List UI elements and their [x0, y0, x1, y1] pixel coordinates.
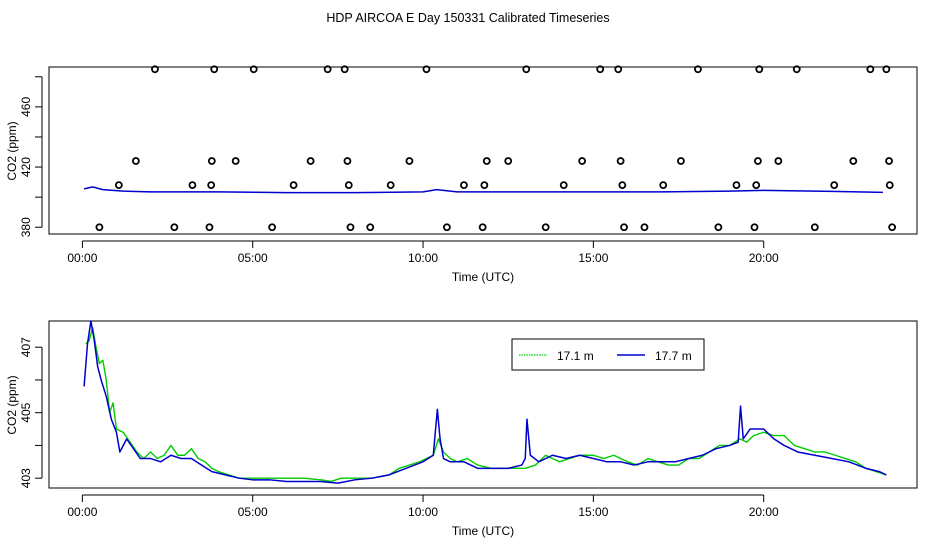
top-y-tick-label: 460	[19, 97, 33, 117]
top-point	[346, 223, 355, 232]
bottom-y-tick-label: 407	[19, 337, 33, 357]
top-point	[522, 65, 531, 74]
top-point	[422, 65, 431, 74]
top-point	[596, 65, 605, 74]
bottom-x-tick-label: 05:00	[238, 505, 268, 519]
top-point	[830, 181, 839, 190]
top-point	[131, 157, 140, 165]
top-point	[188, 181, 197, 190]
top-point	[323, 65, 332, 74]
top-x-tick-label: 20:00	[749, 251, 779, 265]
bottom-y-label: CO2 (ppm)	[5, 375, 19, 434]
top-point	[618, 181, 627, 190]
top-point	[460, 181, 468, 190]
top-point	[366, 223, 375, 232]
top-point	[205, 223, 214, 232]
top-x-tick-label: 05:00	[238, 251, 268, 265]
bottom-x-label: Time (UTC)	[452, 524, 514, 538]
bottom-series-line-17-7	[83, 320, 887, 484]
top-points	[95, 65, 897, 232]
top-point	[677, 157, 685, 165]
top-point	[249, 65, 258, 74]
top-point	[750, 223, 759, 232]
top-point	[482, 157, 491, 165]
legend-label-17-7: 17.7 m	[655, 349, 692, 363]
bottom-y-tick-label: 405	[19, 402, 33, 422]
top-point	[480, 181, 489, 190]
top-point	[151, 65, 159, 74]
top-point	[714, 223, 723, 232]
top-x-tick-label: 00:00	[67, 251, 97, 265]
top-point	[207, 157, 216, 165]
top-point	[882, 65, 891, 74]
top-panel: 00:00 05:00 10:00 15:00 20:00 380 420 460 Time…	[5, 65, 918, 284]
bottom-panel: 00:00 05:00 10:00 15:00 20:00 403 405 407 Time…	[5, 320, 918, 538]
top-series-line	[83, 186, 883, 194]
top-point	[885, 181, 894, 190]
legend-label-17-1: 17.1 m	[557, 349, 594, 363]
top-x-axis: 00:00 05:00 10:00 15:00 20:00	[67, 240, 779, 265]
bottom-x-tick-label: 15:00	[578, 505, 608, 519]
top-point	[442, 223, 451, 232]
top-point	[640, 223, 649, 232]
top-point	[810, 223, 819, 232]
top-point	[478, 223, 487, 232]
top-point	[289, 181, 298, 190]
top-y-label: CO2 (ppm)	[5, 121, 19, 180]
top-plot-frame	[48, 66, 918, 235]
legend: 17.1 m 17.7 m	[511, 338, 705, 371]
top-x-tick-label: 15:00	[578, 251, 608, 265]
top-point	[405, 157, 414, 165]
top-point	[504, 157, 513, 165]
top-point	[888, 223, 897, 232]
bottom-x-axis: 00:00 05:00 10:00 15:00 20:00	[67, 494, 779, 519]
top-x-label: Time (UTC)	[452, 270, 514, 284]
top-point	[306, 157, 315, 165]
top-point	[340, 65, 349, 74]
top-point	[614, 65, 623, 74]
top-point	[268, 223, 277, 232]
top-point	[578, 157, 587, 165]
top-point	[95, 223, 104, 232]
bottom-series-line-17-1	[85, 326, 887, 483]
top-point	[755, 65, 764, 74]
top-point	[170, 223, 179, 232]
top-point	[774, 157, 783, 165]
top-y-tick-label: 380	[19, 217, 33, 237]
top-point	[659, 181, 668, 190]
bottom-x-tick-label: 10:00	[408, 505, 438, 519]
top-point	[559, 181, 568, 190]
top-point	[231, 157, 240, 165]
bottom-series	[83, 320, 887, 484]
top-point	[694, 65, 702, 74]
top-point	[885, 157, 893, 165]
top-point	[732, 181, 741, 190]
top-point	[386, 181, 395, 190]
top-y-tick-label: 420	[19, 157, 33, 177]
bottom-x-tick-label: 20:00	[749, 505, 779, 519]
top-point	[849, 157, 858, 165]
top-point	[866, 65, 875, 74]
top-point	[752, 181, 761, 190]
bottom-y-axis: 403 405 407	[19, 337, 43, 488]
figure-title: HDP AIRCOA E Day 150331 Calibrated Times…	[326, 11, 609, 25]
top-series	[83, 186, 883, 194]
top-point	[210, 65, 219, 74]
top-point	[541, 223, 550, 232]
top-point	[344, 181, 353, 190]
top-x-tick-label: 10:00	[408, 251, 438, 265]
bottom-x-tick-label: 00:00	[67, 505, 97, 519]
top-point	[343, 157, 352, 165]
top-point	[114, 181, 123, 190]
bottom-y-tick-label: 403	[19, 468, 33, 488]
top-point	[616, 157, 625, 165]
bottom-plot-frame	[48, 320, 918, 489]
top-point	[620, 223, 628, 232]
top-point	[207, 181, 216, 190]
top-point	[754, 157, 762, 165]
top-y-axis: 380 420 460	[19, 76, 43, 237]
top-point	[792, 65, 801, 74]
